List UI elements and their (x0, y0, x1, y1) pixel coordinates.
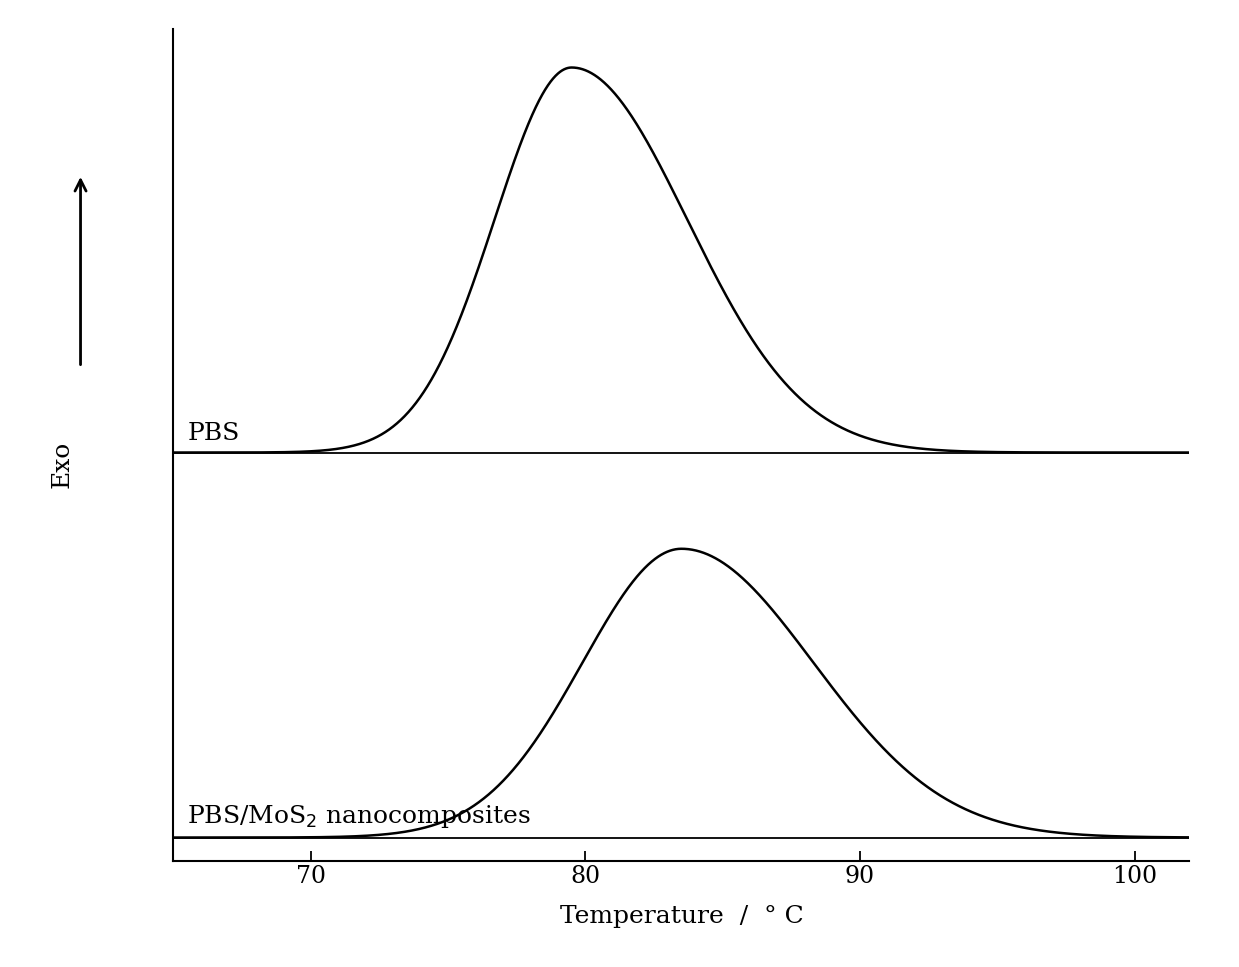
X-axis label: Temperature  /  ° C: Temperature / ° C (560, 905, 803, 928)
Text: PBS: PBS (187, 422, 239, 445)
Text: PBS/MoS$_2$ nanocomposites: PBS/MoS$_2$ nanocomposites (187, 803, 530, 830)
Text: Exo: Exo (51, 441, 73, 487)
